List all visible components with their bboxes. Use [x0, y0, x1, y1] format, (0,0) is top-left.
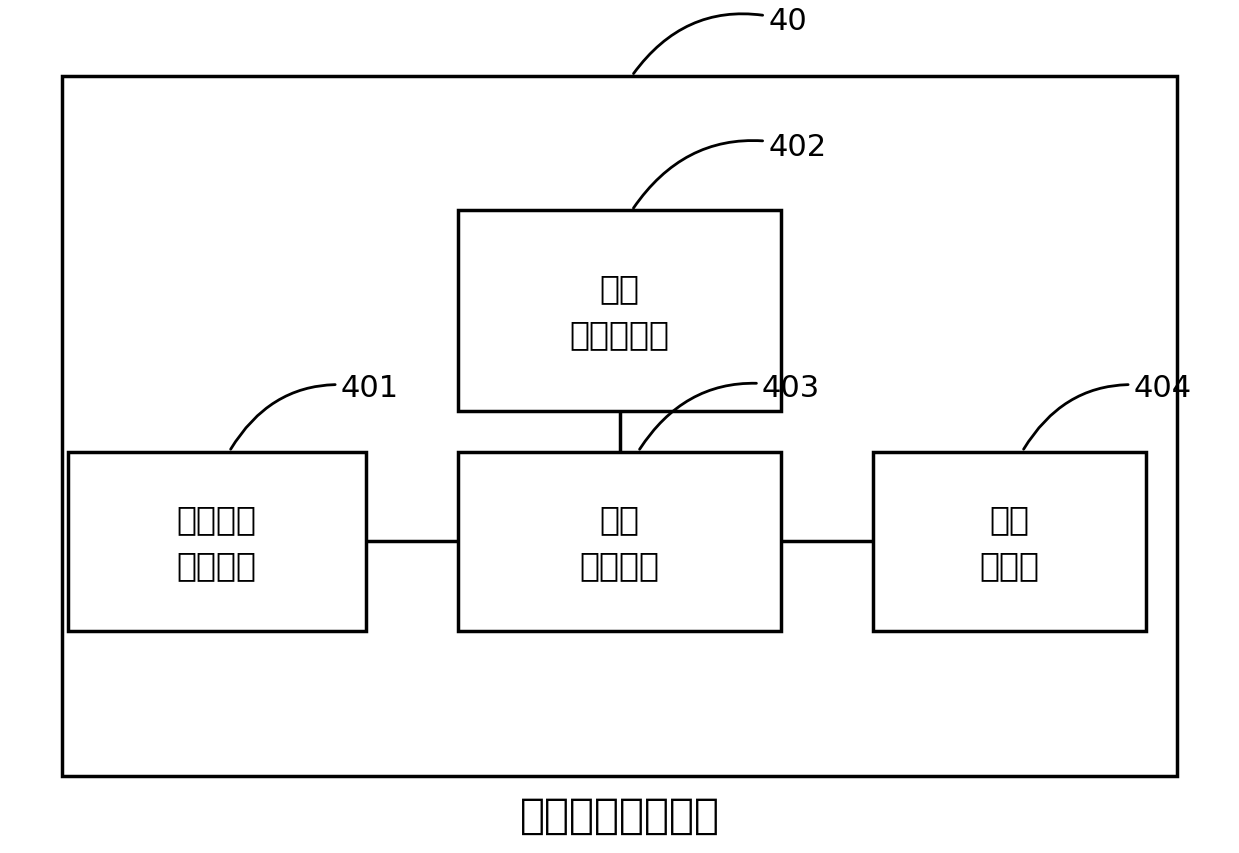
Text: 车外环境
检测模块: 车外环境 检测模块: [177, 502, 256, 581]
Text: 403: 403: [639, 374, 820, 450]
Text: 404: 404: [1023, 374, 1192, 450]
Text: 车内
温度传感器: 车内 温度传感器: [570, 272, 669, 351]
Bar: [873, 452, 1146, 631]
Text: 车身
控制模块: 车身 控制模块: [580, 502, 659, 581]
Text: 402: 402: [633, 133, 826, 209]
Bar: [62, 77, 1177, 776]
Bar: [68, 452, 366, 631]
Text: 车窗
驱动器: 车窗 驱动器: [980, 502, 1040, 581]
Text: 40: 40: [633, 7, 807, 74]
Text: 车内温度控制装置: 车内温度控制装置: [519, 793, 720, 836]
Bar: [458, 452, 781, 631]
Text: 401: 401: [230, 374, 399, 450]
Bar: [458, 211, 781, 411]
